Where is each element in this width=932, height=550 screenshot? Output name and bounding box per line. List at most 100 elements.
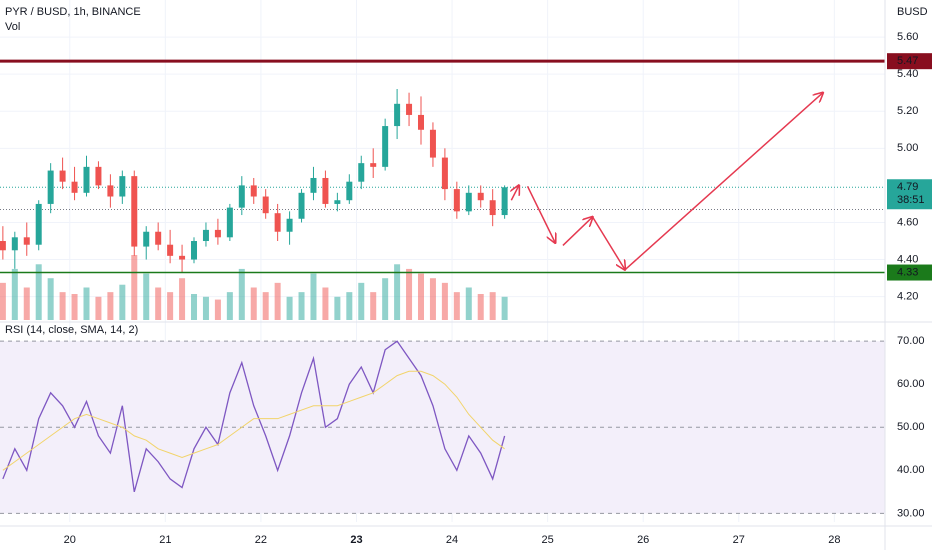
volume-bar — [429, 278, 436, 320]
volume-bar — [167, 292, 174, 320]
x-tick-label: 26 — [637, 534, 649, 546]
y-tick-label: 5.00 — [897, 142, 918, 154]
rsi-title: RSI (14, close, SMA, 14, 2) — [5, 324, 138, 336]
volume-bar — [382, 278, 389, 320]
volume-bar — [441, 282, 448, 320]
y-tick-label: 4.60 — [897, 216, 918, 228]
volume-bar — [47, 278, 54, 320]
candle-body — [202, 229, 209, 242]
x-tick-label: 22 — [255, 534, 267, 546]
y-tick-label: 5.60 — [897, 31, 918, 43]
level-label-box — [887, 264, 932, 281]
level-label: 4.33 — [897, 266, 918, 278]
y-tick-label: 4.40 — [897, 253, 918, 265]
candle-body — [334, 200, 341, 204]
candle-body — [286, 218, 293, 232]
volume-bar — [131, 255, 138, 320]
volume-bar — [191, 294, 198, 320]
candle-body — [406, 103, 413, 115]
candle-body — [382, 126, 389, 167]
volume-bar — [370, 292, 377, 320]
rsi-tick-label: 30.00 — [897, 507, 925, 519]
volume-bar — [346, 292, 353, 320]
rsi-tick-label: 60.00 — [897, 378, 925, 390]
candle-body — [429, 129, 436, 158]
volume-bar — [322, 287, 329, 320]
volume-bar — [35, 264, 42, 320]
candle-body — [59, 170, 66, 182]
candle-body — [191, 241, 198, 260]
last-price-box — [887, 179, 932, 210]
projection-arrow — [511, 185, 519, 201]
candle-body — [501, 187, 508, 216]
volume-bar — [107, 292, 114, 320]
countdown-label: 38:51 — [897, 194, 925, 206]
candle-body — [11, 237, 18, 251]
volume-bar — [250, 287, 257, 320]
rsi-line — [2, 340, 506, 493]
candle-body — [131, 176, 138, 247]
candle-body — [453, 189, 460, 212]
y-tick-label: 5.20 — [897, 105, 918, 117]
level-label-box — [887, 53, 932, 70]
volume-bar — [406, 268, 413, 320]
volume-bar — [202, 296, 209, 320]
x-tick-label: 21 — [159, 534, 171, 546]
volume-bar — [59, 292, 66, 320]
volume-bar — [83, 287, 90, 320]
volume-bar — [11, 268, 18, 320]
candle-body — [346, 181, 353, 201]
candle-body — [0, 241, 6, 251]
x-tick-label: 24 — [446, 534, 458, 546]
candle-body — [489, 200, 496, 216]
candle-body — [167, 244, 174, 256]
candle-body — [370, 163, 377, 167]
volume-bar — [262, 292, 269, 320]
rsi-tick-label: 70.00 — [897, 335, 925, 347]
volume-label: Vol — [5, 21, 20, 33]
projection-arrow — [562, 217, 593, 247]
volume-bar — [214, 299, 221, 320]
volume-bar — [310, 273, 317, 320]
y-tick-label: 5.40 — [897, 68, 918, 80]
volume-bar — [417, 273, 424, 320]
volume-bar — [465, 287, 472, 320]
volume-bar — [298, 292, 305, 320]
candle-body — [23, 237, 30, 245]
projection-arrow — [591, 216, 625, 270]
rsi-tick-label: 40.00 — [897, 464, 925, 476]
volume-bar — [286, 296, 293, 320]
axis-label: BUSD — [897, 6, 928, 18]
candle-body — [143, 231, 150, 247]
candle-body — [119, 176, 126, 197]
volume-bar — [501, 296, 508, 320]
volume-bar — [358, 282, 365, 320]
candle-body — [83, 166, 90, 193]
candle-body — [358, 163, 365, 182]
candle-body — [250, 185, 257, 197]
candle-body — [322, 177, 329, 204]
volume-bar — [453, 292, 460, 320]
rsi-tick-label: 50.00 — [897, 421, 925, 433]
volume-bar — [489, 292, 496, 320]
volume-bar — [179, 278, 186, 320]
x-tick-label: 20 — [64, 534, 76, 546]
candle-body — [310, 177, 317, 193]
x-tick-label: 25 — [542, 534, 554, 546]
candle-body — [71, 181, 78, 193]
last-price-label: 4.79 — [897, 181, 918, 193]
x-tick-label: 28 — [828, 534, 840, 546]
volume-bar — [71, 294, 78, 320]
volume-bar — [155, 287, 162, 320]
volume-bar — [226, 292, 233, 320]
level-label: 5.47 — [897, 55, 918, 67]
volume-bar — [274, 282, 281, 320]
chart-title: PYR / BUSD, 1h, BINANCE — [5, 6, 141, 18]
volume-bar — [23, 287, 30, 320]
candle-body — [298, 192, 305, 219]
candle-body — [262, 196, 269, 214]
rsi-line — [2, 370, 505, 471]
volume-bar — [238, 268, 245, 320]
candle-body — [155, 231, 162, 245]
